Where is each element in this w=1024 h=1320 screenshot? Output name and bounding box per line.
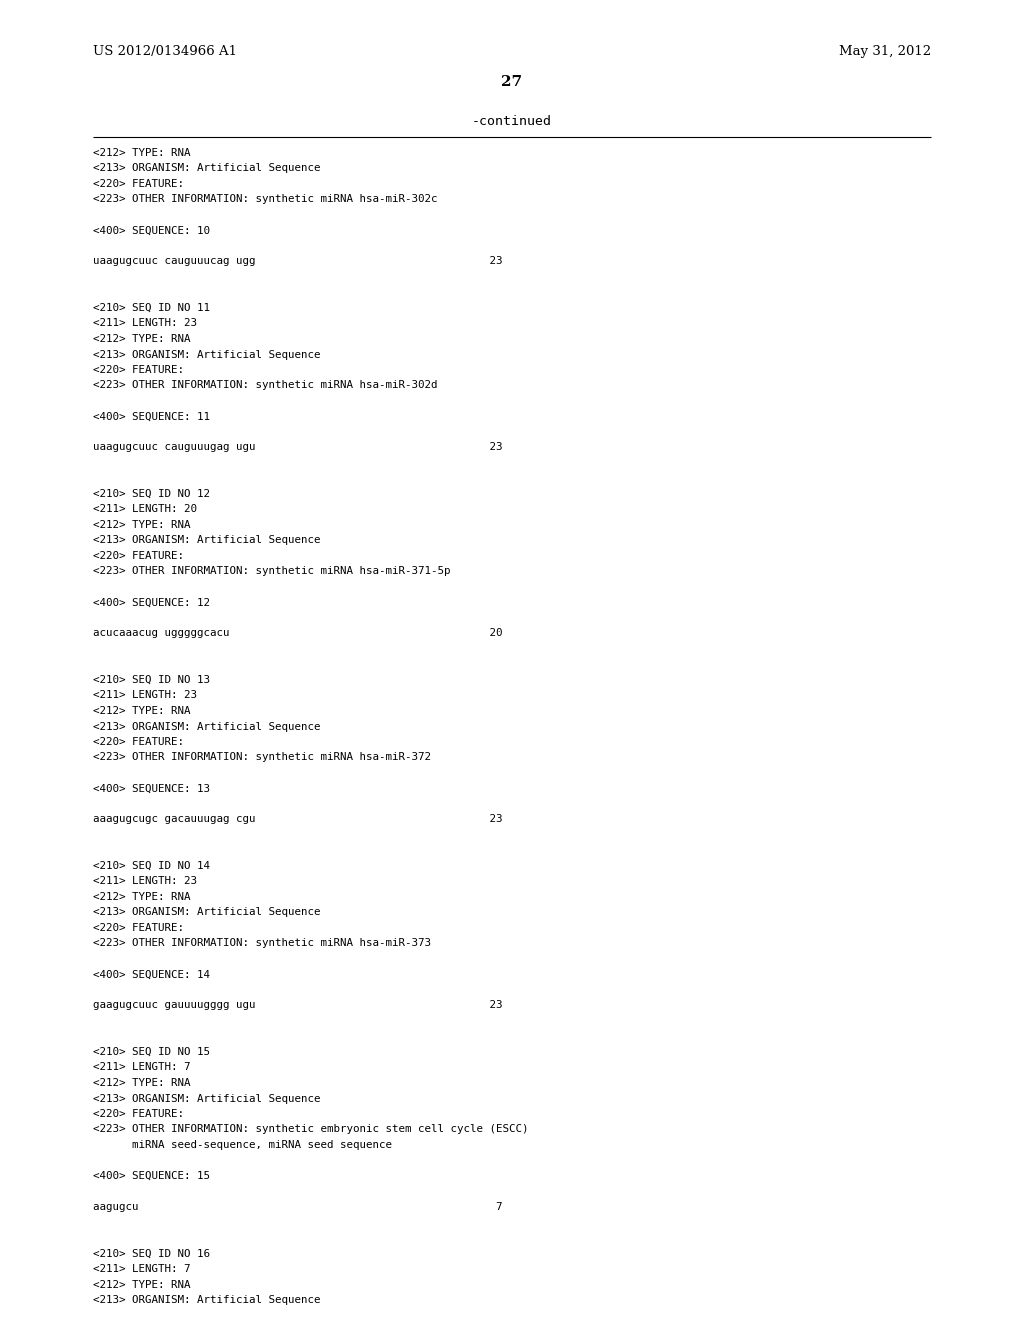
Text: <212> TYPE: RNA: <212> TYPE: RNA xyxy=(93,520,190,531)
Text: acucaaacug ugggggcacu                                        20: acucaaacug ugggggcacu 20 xyxy=(93,628,503,639)
Text: <223> OTHER INFORMATION: synthetic miRNA hsa-miR-373: <223> OTHER INFORMATION: synthetic miRNA… xyxy=(93,939,431,949)
Text: <223> OTHER INFORMATION: synthetic miRNA hsa-miR-371-5p: <223> OTHER INFORMATION: synthetic miRNA… xyxy=(93,566,451,577)
Text: <212> TYPE: RNA: <212> TYPE: RNA xyxy=(93,892,190,902)
Text: 27: 27 xyxy=(502,75,522,88)
Text: <223> OTHER INFORMATION: synthetic miRNA hsa-miR-302c: <223> OTHER INFORMATION: synthetic miRNA… xyxy=(93,194,437,205)
Text: aaagugcugc gacauuugag cgu                                    23: aaagugcugc gacauuugag cgu 23 xyxy=(93,814,503,825)
Text: <210> SEQ ID NO 11: <210> SEQ ID NO 11 xyxy=(93,304,210,313)
Text: <210> SEQ ID NO 13: <210> SEQ ID NO 13 xyxy=(93,675,210,685)
Text: <213> ORGANISM: Artificial Sequence: <213> ORGANISM: Artificial Sequence xyxy=(93,722,321,731)
Text: <212> TYPE: RNA: <212> TYPE: RNA xyxy=(93,1279,190,1290)
Text: <220> FEATURE:: <220> FEATURE: xyxy=(93,923,184,933)
Text: <212> TYPE: RNA: <212> TYPE: RNA xyxy=(93,148,190,158)
Text: <210> SEQ ID NO 15: <210> SEQ ID NO 15 xyxy=(93,1047,210,1057)
Text: <212> TYPE: RNA: <212> TYPE: RNA xyxy=(93,706,190,715)
Text: miRNA seed-sequence, miRNA seed sequence: miRNA seed-sequence, miRNA seed sequence xyxy=(93,1140,392,1150)
Text: May 31, 2012: May 31, 2012 xyxy=(839,45,931,58)
Text: aagugcu                                                       7: aagugcu 7 xyxy=(93,1203,503,1212)
Text: <400> SEQUENCE: 13: <400> SEQUENCE: 13 xyxy=(93,784,210,793)
Text: <223> OTHER INFORMATION: synthetic miRNA hsa-miR-372: <223> OTHER INFORMATION: synthetic miRNA… xyxy=(93,752,431,763)
Text: <212> TYPE: RNA: <212> TYPE: RNA xyxy=(93,334,190,345)
Text: <213> ORGANISM: Artificial Sequence: <213> ORGANISM: Artificial Sequence xyxy=(93,350,321,359)
Text: <213> ORGANISM: Artificial Sequence: <213> ORGANISM: Artificial Sequence xyxy=(93,907,321,917)
Text: <400> SEQUENCE: 10: <400> SEQUENCE: 10 xyxy=(93,226,210,235)
Text: -continued: -continued xyxy=(472,115,552,128)
Text: <220> FEATURE:: <220> FEATURE: xyxy=(93,180,184,189)
Text: uaagugcuuc cauguuucag ugg                                    23: uaagugcuuc cauguuucag ugg 23 xyxy=(93,256,503,267)
Text: <213> ORGANISM: Artificial Sequence: <213> ORGANISM: Artificial Sequence xyxy=(93,536,321,545)
Text: <211> LENGTH: 23: <211> LENGTH: 23 xyxy=(93,690,197,701)
Text: uaagugcuuc cauguuugag ugu                                    23: uaagugcuuc cauguuugag ugu 23 xyxy=(93,442,503,453)
Text: <210> SEQ ID NO 14: <210> SEQ ID NO 14 xyxy=(93,861,210,871)
Text: <400> SEQUENCE: 15: <400> SEQUENCE: 15 xyxy=(93,1171,210,1181)
Text: US 2012/0134966 A1: US 2012/0134966 A1 xyxy=(93,45,237,58)
Text: <220> FEATURE:: <220> FEATURE: xyxy=(93,550,184,561)
Text: <220> FEATURE:: <220> FEATURE: xyxy=(93,737,184,747)
Text: <211> LENGTH: 23: <211> LENGTH: 23 xyxy=(93,318,197,329)
Text: <400> SEQUENCE: 12: <400> SEQUENCE: 12 xyxy=(93,598,210,607)
Text: <213> ORGANISM: Artificial Sequence: <213> ORGANISM: Artificial Sequence xyxy=(93,1093,321,1104)
Text: <213> ORGANISM: Artificial Sequence: <213> ORGANISM: Artificial Sequence xyxy=(93,1295,321,1305)
Text: <213> ORGANISM: Artificial Sequence: <213> ORGANISM: Artificial Sequence xyxy=(93,164,321,173)
Text: <223> OTHER INFORMATION: synthetic miRNA hsa-miR-302d: <223> OTHER INFORMATION: synthetic miRNA… xyxy=(93,380,437,391)
Text: gaagugcuuc gauuuugggg ugu                                    23: gaagugcuuc gauuuugggg ugu 23 xyxy=(93,1001,503,1011)
Text: <211> LENGTH: 7: <211> LENGTH: 7 xyxy=(93,1063,190,1072)
Text: <400> SEQUENCE: 11: <400> SEQUENCE: 11 xyxy=(93,412,210,421)
Text: <210> SEQ ID NO 16: <210> SEQ ID NO 16 xyxy=(93,1249,210,1258)
Text: <212> TYPE: RNA: <212> TYPE: RNA xyxy=(93,1078,190,1088)
Text: <400> SEQUENCE: 14: <400> SEQUENCE: 14 xyxy=(93,969,210,979)
Text: <211> LENGTH: 23: <211> LENGTH: 23 xyxy=(93,876,197,887)
Text: <220> FEATURE:: <220> FEATURE: xyxy=(93,366,184,375)
Text: <223> OTHER INFORMATION: synthetic embryonic stem cell cycle (ESCC): <223> OTHER INFORMATION: synthetic embry… xyxy=(93,1125,528,1134)
Text: <211> LENGTH: 20: <211> LENGTH: 20 xyxy=(93,504,197,515)
Text: <211> LENGTH: 7: <211> LENGTH: 7 xyxy=(93,1265,190,1274)
Text: <210> SEQ ID NO 12: <210> SEQ ID NO 12 xyxy=(93,488,210,499)
Text: <220> FEATURE:: <220> FEATURE: xyxy=(93,1109,184,1119)
